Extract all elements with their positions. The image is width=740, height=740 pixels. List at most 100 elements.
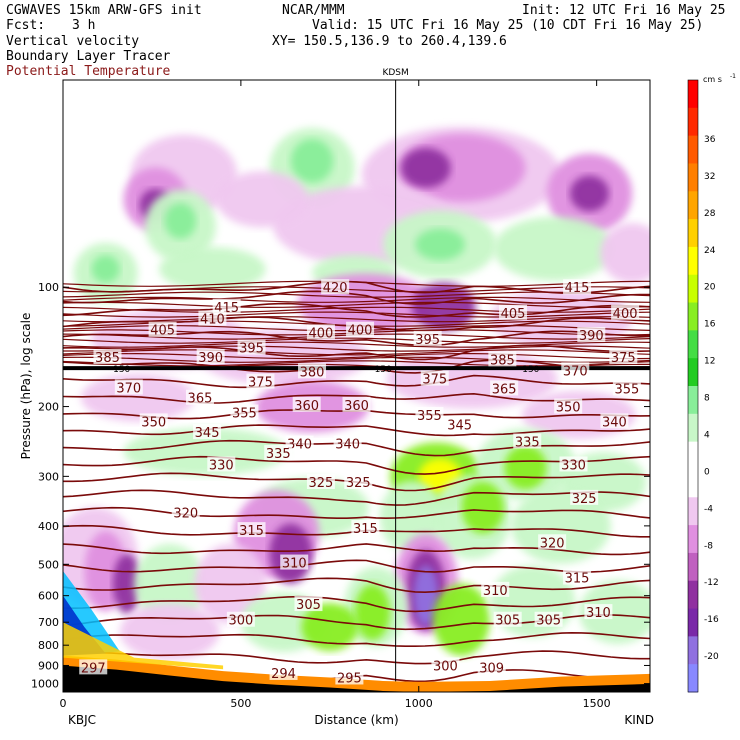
theta-label: 310 [586,606,611,621]
plot-frame [62,79,651,693]
colorbar-level-label: -8 [704,541,713,551]
theta-label-bg [171,504,200,520]
colorbar-swatch [688,219,698,248]
theta-contour-packed [63,306,650,313]
colorbar-level-label: 20 [704,283,716,293]
theta-label: 350 [556,401,581,416]
theta-label: 315 [239,524,264,539]
velocity-blob [415,228,466,261]
theta-label: 315 [565,572,590,587]
theta-label: 330 [209,458,234,473]
theta-contour-325 [63,577,650,594]
colorbar-swatch [688,608,698,637]
velocity-blob [511,487,611,564]
left-endpoint-label: KBJC [68,713,96,727]
colorbar-swatch [688,386,698,415]
theta-label: 305 [495,614,520,629]
theta-contours [63,80,650,692]
colorbar-level-label: -16 [704,615,719,625]
theta-label: 405 [501,307,526,322]
theta-contour-packed [63,316,650,323]
colorbar-swatch [688,497,698,526]
tracer-label: 150 [375,365,392,375]
colorbar-swatch [688,469,698,498]
theta-contour-305 [63,650,650,665]
theta-label: 300 [433,659,458,674]
theta-label-bg [490,380,519,396]
theta-contour-packed [63,345,650,352]
theta-label: 320 [540,536,565,551]
theta-label: 315 [353,522,378,537]
colorbar-swatch [688,330,698,359]
theta-label-bg [226,611,255,627]
theta-label-bg [292,396,321,412]
theta-label-bg [230,404,259,420]
x-tick-label: 0 [60,697,67,710]
theta-label-bg [139,413,168,429]
theta-label-bg [493,611,522,627]
velocity-blob [354,584,391,641]
theta-contour-packed [63,296,650,303]
theta-label: 405 [150,324,175,339]
y-tick-label: 300 [38,470,59,483]
field-potential-temperature: Potential Temperature [6,64,171,79]
theta-label: 297 [81,661,106,676]
theta-label: 410 [200,313,225,328]
colorbar-swatch [688,441,698,470]
theta-label-bg [333,435,362,451]
velocity-blob [290,138,334,183]
colorbar-swatch [688,358,698,387]
theta-contour-packed [63,280,650,287]
theta-label: 370 [563,364,588,379]
colorbar-level-label: 8 [704,394,710,404]
colorbar-level-label: 16 [704,320,716,330]
theta-label-bg [499,304,528,320]
theta-label-bg [306,473,335,489]
axes: 0 500 1000 1500 100 200 300 400 500 600 700 800 900 1… [19,68,654,727]
colorbar-swatch [688,302,698,331]
theta-label-bg [79,659,108,675]
theta-label-bg [577,327,606,343]
theta-label: 390 [198,351,223,366]
theta-label-bg [280,554,309,570]
theta-label: 294 [271,667,296,682]
colorbar-level-label: 28 [704,209,716,219]
station-label: KDSM [382,68,408,78]
theta-label: 395 [239,342,264,357]
theta-label-bg [285,435,314,451]
theta-label-bg [269,664,298,680]
colorbar-swatch [688,636,698,665]
velocity-blob [123,427,288,476]
colorbar-swatch [688,525,698,554]
theta-contour-370 [63,424,650,437]
theta-label: 325 [346,476,371,491]
x-axis-label: Distance (km) [314,713,398,727]
theta-label: 310 [483,584,508,599]
velocity-blob [301,603,359,652]
terrain-base [63,665,650,692]
colorbar-level-label: 32 [704,172,715,182]
theta-label: 300 [228,614,253,629]
tracer-plume-yellow [63,622,224,670]
theta-label-bg [298,363,327,379]
theta-contour-packed [63,349,650,356]
theta-label-bg [563,279,592,295]
theta-label: 415 [565,281,590,296]
theta-label: 385 [95,351,120,366]
velocity-blob [119,603,220,660]
theta-contour-packed [63,337,650,344]
model-title: CGWAVES 15km ARW-GFS init [6,3,202,18]
velocity-blob [112,553,142,614]
theta-label: 420 [323,281,348,296]
theta-label-bg [538,534,567,550]
theta-label-bg [306,324,335,340]
y-tick-label: 400 [38,520,59,533]
y-tick-label: 600 [38,590,59,603]
velocity-blob [91,255,120,284]
colorbar-level-label: 12 [704,357,715,367]
theta-label-bg [344,473,373,489]
theta-label: 390 [579,329,604,344]
theta-label-bg [488,351,517,367]
